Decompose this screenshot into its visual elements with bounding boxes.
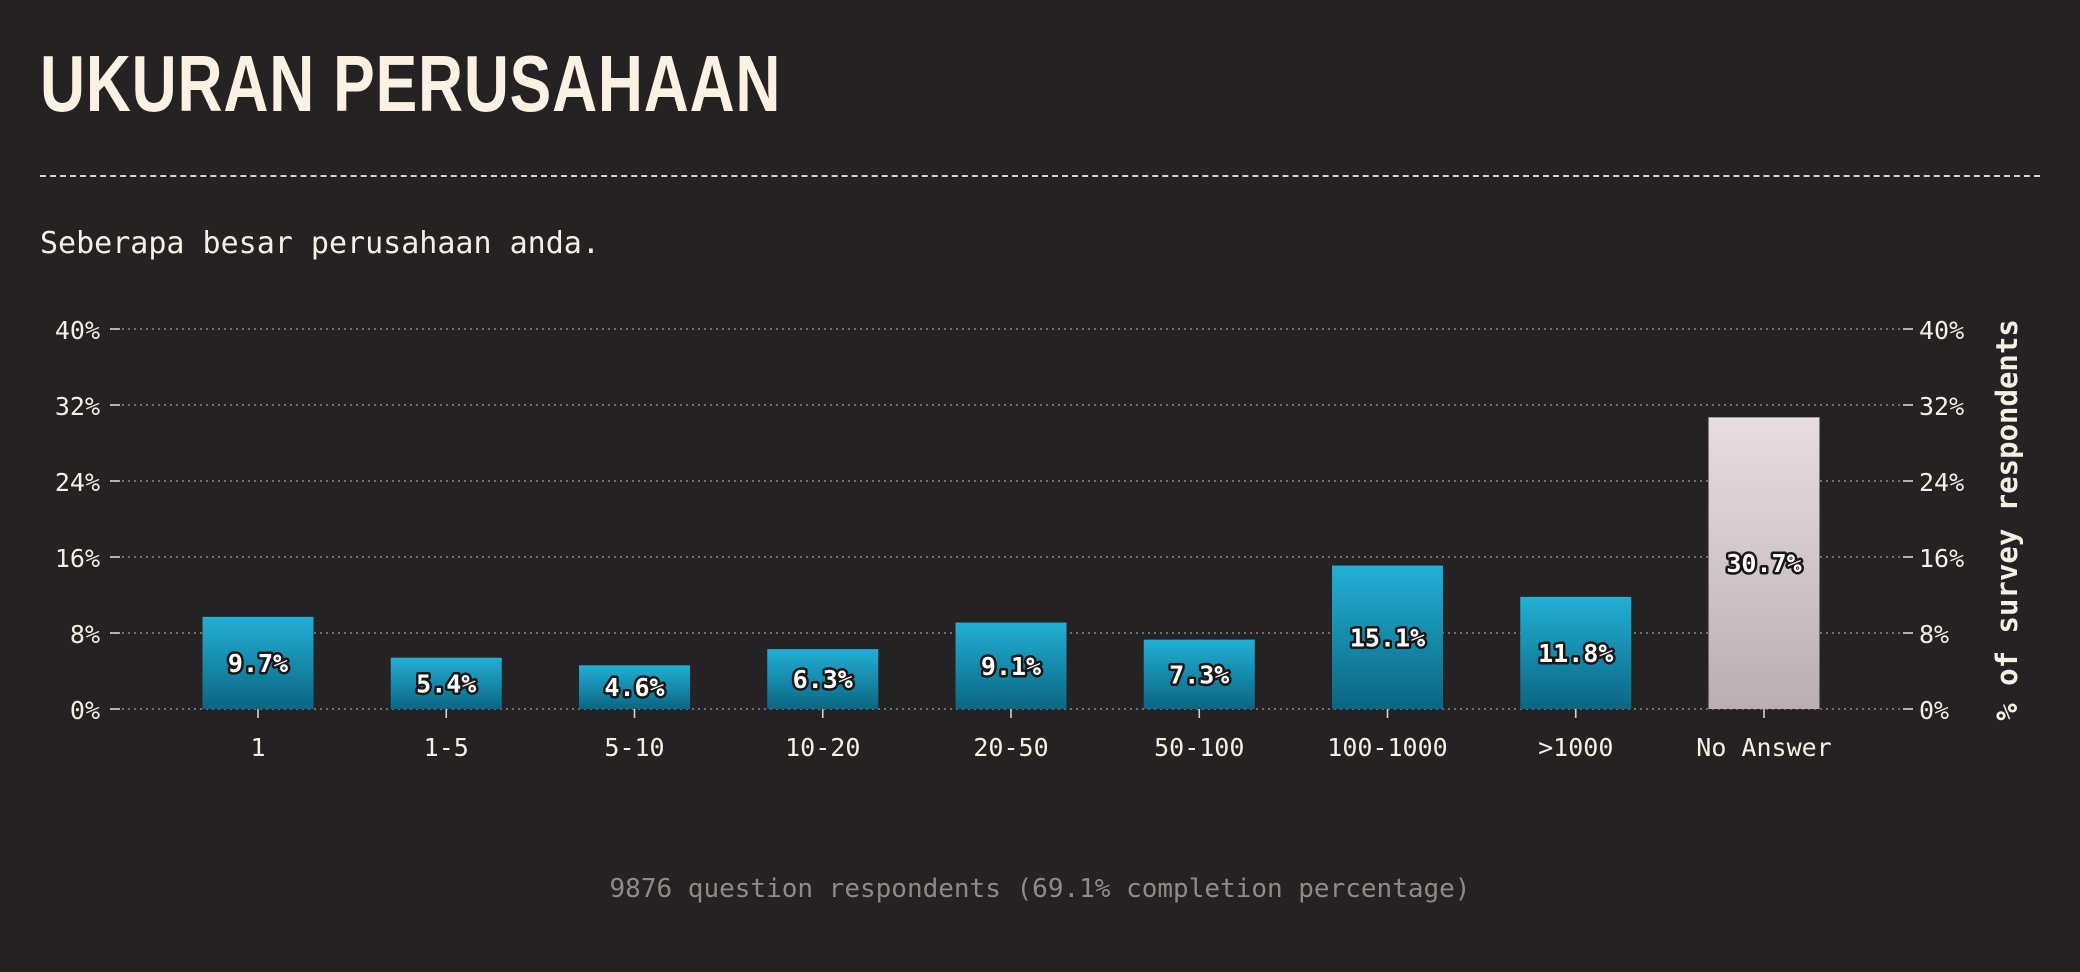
bar-1 [202, 616, 314, 709]
x-tick-label: 10-20 [785, 733, 860, 762]
bar-1-5 [390, 657, 502, 709]
y-tick-label-left: 32% [55, 392, 100, 421]
chart-title: UKURAN PERUSAHAAN [40, 39, 782, 128]
x-tick-label: 1-5 [424, 733, 469, 762]
bar-value-labels: 9.7% 5.4% 4.6% 6.3% 9.1% 7.3% 15.1% 11.8% 30.7% [225, 547, 1804, 705]
bar-10-20 [767, 649, 879, 709]
y-tick-label-left: 24% [55, 468, 100, 497]
bar-value-label: 15.1% [1350, 623, 1425, 652]
y-tick-label-right: 16% [1919, 544, 1964, 573]
y-tick-label-right: 40% [1919, 316, 1964, 345]
y-axis-right: 0% 8% 16% 24% 32% 40% [1903, 316, 1964, 725]
respondents-footer: 9876 question respondents (69.1% complet… [609, 874, 1471, 904]
bar-50-100 [1143, 639, 1255, 709]
y-tick-label-left: 0% [70, 696, 100, 725]
x-tick-label: 5-10 [604, 733, 664, 762]
bar--1000 [1520, 596, 1632, 709]
x-tick-label: 50-100 [1154, 733, 1244, 762]
x-axis: 1 1-5 5-10 10-20 20-50 50-100 100-1000 >1000 No … [250, 709, 1832, 762]
y-tick-label-right: 32% [1919, 392, 1964, 421]
bar-no-answer [1708, 417, 1820, 709]
bar-value-label: 7.3% [1169, 660, 1229, 689]
x-tick-label: No Answer [1696, 733, 1831, 762]
y-axis-label: % of survey respondents [1990, 319, 2024, 721]
x-tick-label: 1 [250, 733, 265, 762]
bar-100-1000 [1332, 565, 1443, 709]
x-tick-label: 20-50 [973, 733, 1048, 762]
y-axis-left: 0% 8% 16% 24% 32% 40% [55, 316, 120, 725]
x-tick-label: 100-1000 [1327, 733, 1447, 762]
bars [202, 417, 1820, 709]
y-tick-label-left: 40% [55, 316, 100, 345]
title-divider [40, 175, 2040, 177]
bar-value-label: 5.4% [416, 669, 476, 698]
bar-value-label: 30.7% [1726, 549, 1801, 578]
bar-value-label: 9.7% [228, 649, 288, 678]
chart-subtitle: Seberapa besar perusahaan anda. [40, 226, 600, 261]
y-tick-label-right: 24% [1919, 468, 1964, 497]
y-tick-label-right: 0% [1919, 696, 1949, 725]
y-tick-label-left: 16% [55, 544, 100, 573]
bar-value-label: 11.8% [1538, 639, 1613, 668]
x-tick-label: >1000 [1538, 733, 1613, 762]
bar-value-label: 6.3% [793, 665, 853, 694]
y-tick-label-right: 8% [1919, 620, 1949, 649]
y-tick-label-left: 8% [70, 620, 100, 649]
bar-5-10 [579, 665, 690, 709]
bar-value-label: 4.6% [604, 673, 664, 702]
bar-20-50 [955, 622, 1067, 709]
bar-value-label: 9.1% [981, 652, 1041, 681]
